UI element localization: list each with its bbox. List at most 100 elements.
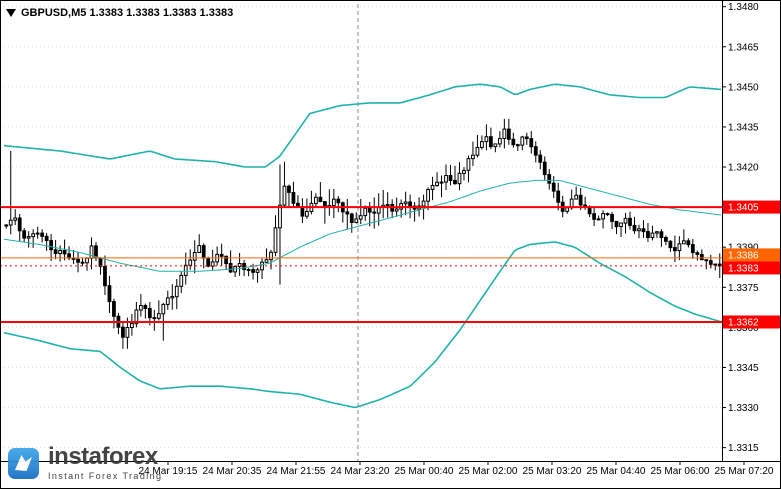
candle	[511, 132, 516, 148]
candle-body	[462, 169, 466, 174]
candle-body	[192, 252, 197, 261]
candle-body	[672, 247, 677, 252]
candle-body	[13, 217, 18, 221]
candle	[130, 314, 134, 336]
price-tick-label: 1.3375	[728, 283, 759, 294]
candle	[103, 255, 107, 295]
candle-body	[183, 264, 188, 276]
candle	[305, 198, 309, 219]
candle-body	[179, 274, 184, 287]
candle	[112, 298, 116, 329]
time-tick-label: 24 Mar 20:35	[203, 466, 262, 477]
candle-body	[367, 207, 372, 213]
candle	[358, 199, 363, 224]
candle-body	[596, 218, 601, 221]
candle-body	[699, 253, 704, 261]
candle	[610, 211, 614, 230]
candle-body	[430, 185, 435, 190]
candle-body	[58, 250, 62, 254]
candle	[40, 229, 45, 243]
price-tick-label: 1.3330	[728, 403, 759, 414]
candle-body	[668, 240, 673, 249]
candle	[31, 229, 36, 248]
candle	[695, 250, 700, 261]
candle	[192, 240, 197, 274]
candle	[601, 210, 605, 229]
candle-body	[637, 228, 641, 232]
candle-body	[336, 198, 341, 204]
candle-body	[421, 200, 426, 207]
candle	[704, 259, 709, 270]
candle-body	[31, 233, 36, 238]
candle-body	[130, 323, 134, 329]
candle	[134, 302, 139, 328]
price-tick-label: 1.3315	[728, 443, 759, 454]
bollinger-lower-band	[3, 241, 722, 409]
candle	[170, 284, 175, 310]
price-level-label-text: 1.3405	[728, 203, 759, 214]
candle-body	[426, 189, 430, 202]
candle-body	[493, 143, 498, 148]
candle-body	[138, 305, 143, 311]
instaforex-watermark: instaforex Instant Forex Trading	[8, 445, 162, 481]
candle-body	[457, 172, 462, 185]
candle	[345, 198, 350, 230]
candle-body	[489, 136, 493, 148]
watermark-tagline: Instant Forex Trading	[48, 471, 163, 481]
candle	[462, 167, 466, 181]
candle	[62, 239, 67, 261]
candle-body	[121, 326, 125, 338]
price-level-label-box	[723, 261, 780, 275]
candle-body	[80, 261, 85, 264]
candle	[35, 226, 40, 239]
candle-body	[717, 263, 722, 267]
candle	[520, 135, 525, 151]
candle-body	[439, 181, 444, 184]
candle	[641, 220, 646, 238]
candle-body	[62, 250, 67, 255]
candle-body	[251, 269, 255, 273]
chart-plot-area[interactable]	[4, 4, 722, 461]
candle-body	[44, 235, 49, 242]
candle-body	[681, 240, 686, 245]
price-level-label-text: 1.3362	[728, 318, 759, 329]
candle-body	[515, 144, 520, 147]
candle	[655, 231, 659, 238]
candle-body	[641, 228, 646, 233]
candle-body	[264, 259, 269, 263]
price-level-label-box	[723, 315, 780, 329]
symbol-marker-icon	[6, 9, 16, 17]
candle-body	[497, 138, 502, 145]
candle	[439, 175, 444, 198]
candle-body	[520, 136, 525, 146]
candle	[551, 176, 556, 198]
time-tick-label: 25 Mar 06:00	[651, 466, 710, 477]
candle-body	[358, 215, 363, 220]
candle-body	[103, 265, 107, 287]
candle	[484, 124, 489, 151]
price-tick-label: 1.3420	[728, 163, 759, 174]
candle	[542, 156, 547, 181]
candle	[444, 164, 448, 190]
candle	[403, 191, 408, 216]
time-tick-label: 25 Mar 07:20	[715, 466, 774, 477]
candle-body	[538, 154, 543, 163]
candle	[367, 202, 372, 227]
candle	[237, 253, 242, 276]
candle	[556, 182, 561, 211]
candle-body	[125, 327, 130, 338]
candle-body	[349, 213, 354, 223]
candle-body	[578, 194, 583, 206]
candle	[659, 229, 664, 247]
price-level-label-text: 1.3383	[728, 263, 759, 274]
candle	[4, 224, 9, 229]
candle-body	[655, 231, 659, 234]
candle-body	[219, 253, 224, 257]
candle-body	[40, 232, 45, 237]
candle	[143, 303, 148, 319]
candle-body	[502, 128, 507, 140]
candle-body	[313, 196, 318, 204]
candle	[524, 132, 529, 145]
candle	[497, 131, 502, 148]
